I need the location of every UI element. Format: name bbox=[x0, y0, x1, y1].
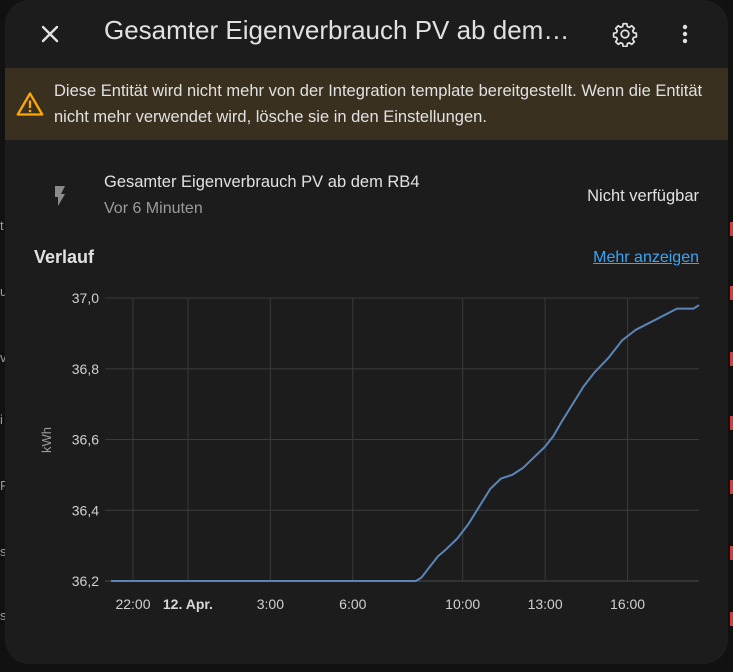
warning-alert: Diese Entität wird nicht mehr von der In… bbox=[5, 68, 728, 140]
background-fragment: s bbox=[0, 608, 7, 623]
x-tick-label: 22:00 bbox=[115, 596, 150, 612]
background-fragment: i bbox=[0, 412, 3, 427]
x-tick-label: 10:00 bbox=[445, 596, 480, 612]
x-tick-label: 3:00 bbox=[257, 596, 284, 612]
background-fragment: R bbox=[0, 478, 9, 493]
dialog-title: Gesamter Eigenverbrauch PV ab dem RB4 bbox=[104, 15, 574, 45]
close-icon bbox=[41, 25, 59, 43]
history-title: Verlauf bbox=[34, 247, 95, 267]
settings-button[interactable] bbox=[605, 14, 645, 54]
show-more-link[interactable]: Mehr anzeigen bbox=[593, 249, 699, 266]
background-indicator bbox=[730, 612, 733, 626]
background-page-edge-right bbox=[725, 0, 733, 672]
overflow-menu-button[interactable] bbox=[665, 14, 705, 54]
entity-state: Nicht verfügbar bbox=[587, 187, 699, 205]
dots-vertical-icon bbox=[682, 24, 688, 44]
entity-last-changed: Vor 6 Minuten bbox=[104, 200, 203, 217]
background-indicator bbox=[730, 352, 733, 366]
background-indicator bbox=[730, 546, 733, 560]
background-fragment: v bbox=[0, 350, 7, 365]
history-chart[interactable]: 37,0 36,8 36,6 36,4 36,2 22:00 12. Apr. 3:00 6:… bbox=[5, 280, 728, 620]
more-info-dialog: Gesamter Eigenverbrauch PV ab dem RB4 Di… bbox=[5, 0, 728, 664]
x-tick-label: 13:00 bbox=[528, 596, 563, 612]
close-button[interactable] bbox=[30, 14, 70, 54]
x-tick-label: 12. Apr. bbox=[163, 596, 213, 612]
flash-icon bbox=[55, 186, 65, 206]
background-indicator bbox=[730, 222, 733, 236]
x-tick-label: 6:00 bbox=[339, 596, 366, 612]
y-tick-label: 36,4 bbox=[72, 502, 99, 518]
y-tick-label: 36,8 bbox=[72, 361, 99, 377]
y-axis-label: kWh bbox=[39, 427, 54, 453]
warning-message: Diese Entität wird nicht mehr von der In… bbox=[54, 82, 703, 126]
entity-state-row: Gesamter Eigenverbrauch PV ab dem RB4 Vo… bbox=[5, 160, 728, 230]
warning-icon bbox=[16, 92, 44, 116]
background-indicator bbox=[730, 286, 733, 300]
y-tick-label: 36,6 bbox=[72, 432, 99, 448]
background-page-edge: t u v i R s s bbox=[0, 0, 9, 672]
dialog-header: Gesamter Eigenverbrauch PV ab dem RB4 bbox=[5, 0, 728, 68]
y-tick-label: 37,0 bbox=[72, 290, 99, 306]
y-tick-label: 36,2 bbox=[72, 573, 99, 589]
background-indicator bbox=[730, 416, 733, 430]
gear-icon bbox=[612, 22, 638, 47]
background-fragment: u bbox=[0, 284, 8, 299]
entity-name: Gesamter Eigenverbrauch PV ab dem RB4 bbox=[104, 173, 420, 191]
x-tick-label: 16:00 bbox=[610, 596, 645, 612]
background-fragment: t bbox=[0, 218, 4, 233]
background-fragment: s bbox=[0, 544, 7, 559]
background-indicator bbox=[730, 480, 733, 494]
series-line bbox=[111, 304, 700, 582]
